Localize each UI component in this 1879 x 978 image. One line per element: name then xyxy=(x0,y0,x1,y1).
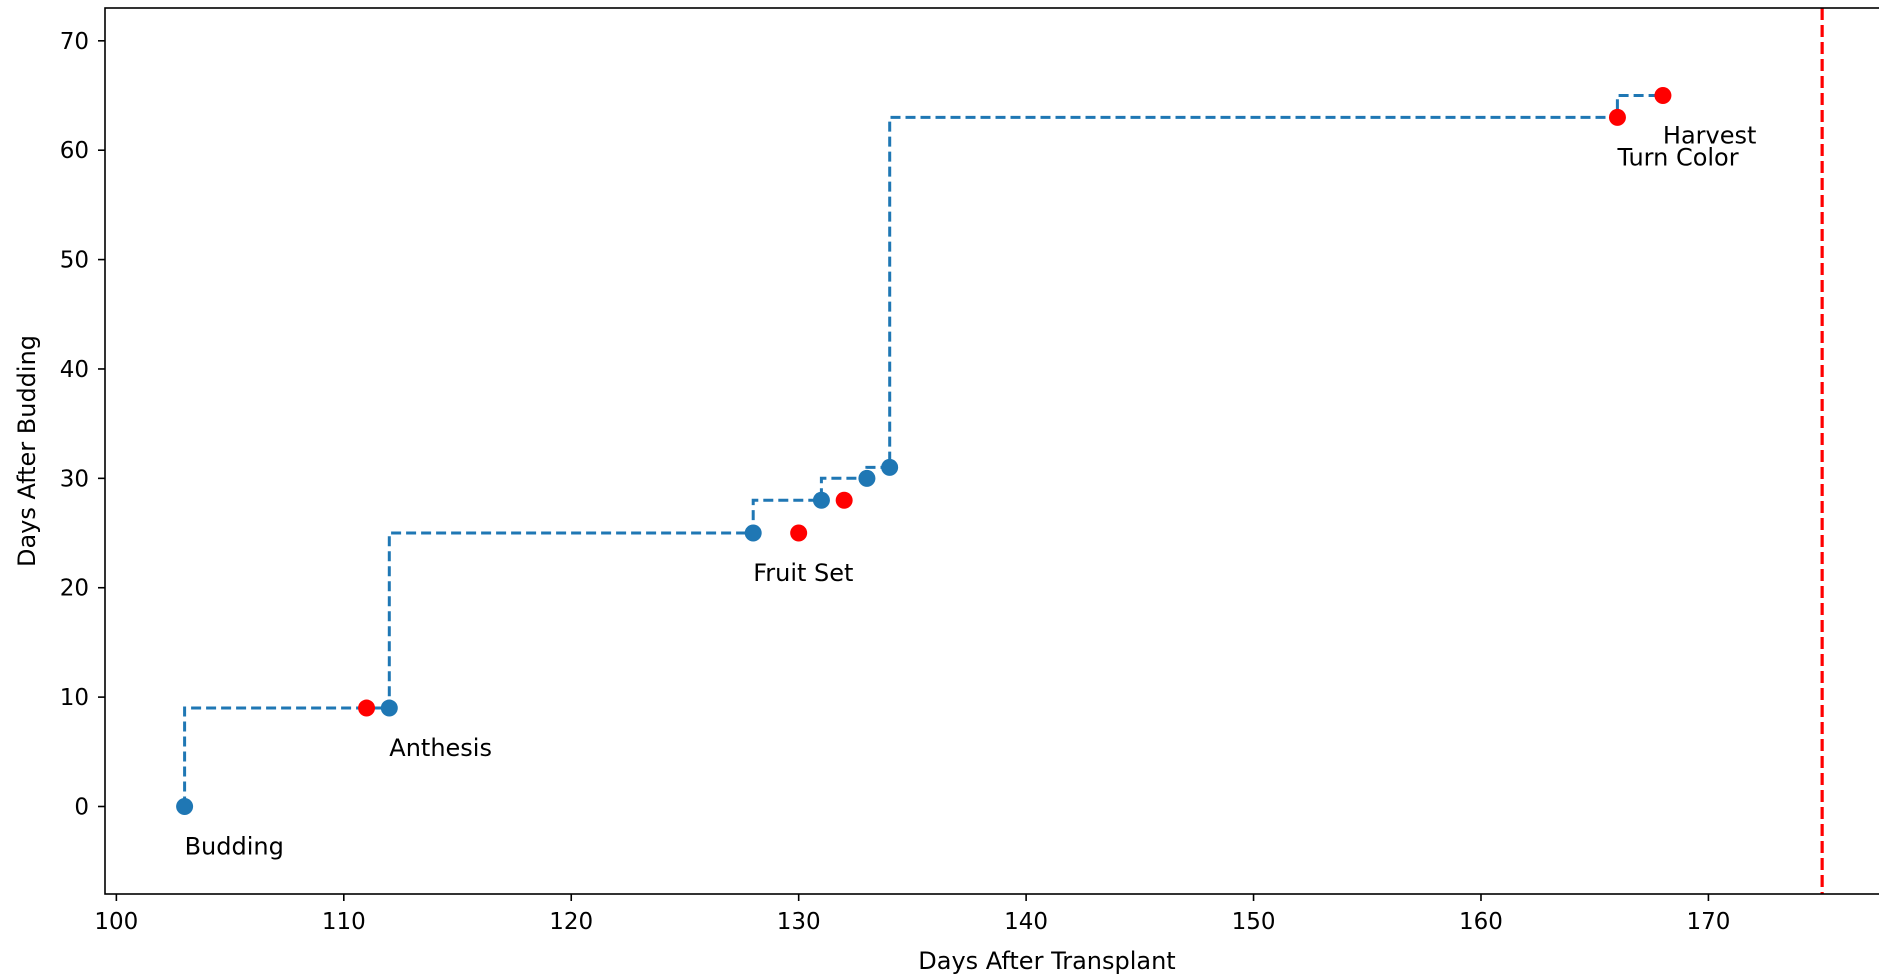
x-tick-label: 110 xyxy=(322,909,366,935)
x-tick-label: 170 xyxy=(1686,909,1730,935)
x-tick-label: 130 xyxy=(777,909,821,935)
data-point-0-5 xyxy=(881,458,899,476)
data-point-0-1 xyxy=(380,699,398,717)
y-tick-label: 50 xyxy=(60,248,89,274)
annotation-harvest: Harvest xyxy=(1663,122,1757,150)
data-point-1-0 xyxy=(358,699,376,717)
y-tick-label: 40 xyxy=(60,357,89,383)
y-axis-label: Days After Budding xyxy=(13,335,41,567)
data-point-1-2 xyxy=(835,491,853,509)
annotation-turn-color: Turn Color xyxy=(1616,143,1738,171)
x-tick-label: 160 xyxy=(1459,909,1503,935)
y-tick-label: 30 xyxy=(60,466,89,492)
x-tick-label: 140 xyxy=(1004,909,1048,935)
data-point-1-3 xyxy=(1608,108,1626,126)
annotation-fruit-set: Fruit Set xyxy=(753,559,853,587)
plot-frame xyxy=(104,7,1879,895)
annotation-anthesis: Anthesis xyxy=(389,734,492,762)
y-tick-label: 20 xyxy=(60,576,89,602)
x-tick-label: 120 xyxy=(549,909,593,935)
step-line xyxy=(183,94,1663,807)
y-tick-label: 60 xyxy=(60,138,89,164)
axis-ticks: 100 110 120 130 140 150 160 170 0 10 20 30 40 50 60 70 xyxy=(60,29,1731,935)
x-axis-label: Days After Transplant xyxy=(918,947,1175,975)
data-point-0-0 xyxy=(176,797,194,815)
y-tick-label: 70 xyxy=(60,29,89,55)
data-point-0-2 xyxy=(744,524,762,542)
y-tick-label: 0 xyxy=(74,794,89,820)
data-point-1-1 xyxy=(790,524,808,542)
data-point-0-3 xyxy=(812,491,830,509)
data-point-1-4 xyxy=(1654,87,1672,105)
annotation-budding: Budding xyxy=(185,832,284,860)
data-point-0-4 xyxy=(858,469,876,487)
x-tick-label: 150 xyxy=(1232,909,1276,935)
y-tick-label: 10 xyxy=(60,685,89,711)
x-tick-label: 100 xyxy=(94,909,138,935)
